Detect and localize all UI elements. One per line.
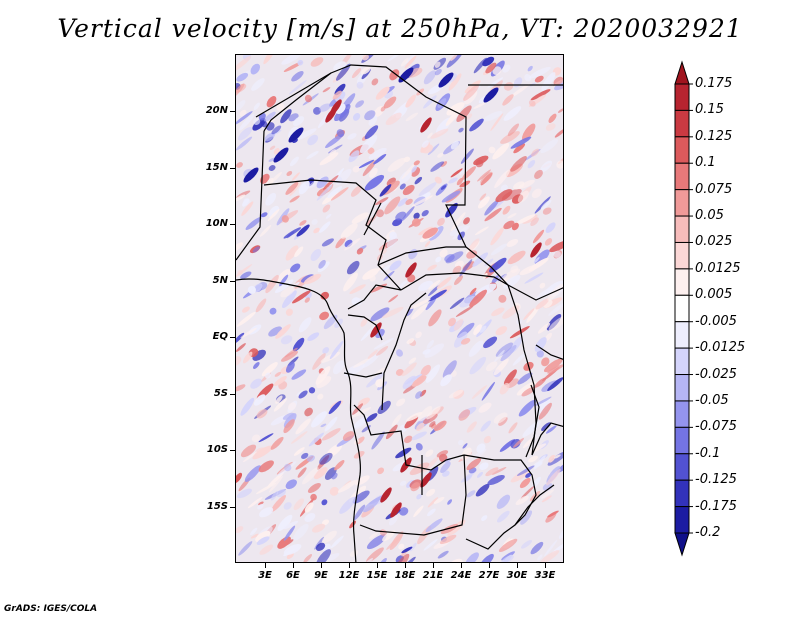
lon-tick [461, 563, 462, 568]
lon-label: 33E [534, 570, 556, 581]
lon-label: 18E [394, 570, 416, 581]
colorbar-swatch [674, 400, 690, 428]
colorbar-level-label: 0.175 [695, 76, 733, 91]
lon-tick [517, 563, 518, 568]
lon-label: 9E [314, 570, 328, 581]
lon-tick [265, 563, 266, 568]
colorbar-level-label: -0.0125 [695, 340, 746, 356]
lon-label: 6E [286, 570, 300, 581]
colorbar-level-label: -0.125 [695, 472, 737, 488]
lat-tick [230, 111, 235, 112]
lat-label: 10S [206, 444, 228, 455]
colorbar-level-label: -0.1 [695, 445, 721, 461]
colorbar-swatch [674, 189, 690, 217]
lon-tick [405, 563, 406, 568]
colorbar-level-label: -0.05 [695, 392, 729, 408]
colorbar-level-label: -0.175 [695, 498, 737, 514]
lat-tick [230, 281, 235, 282]
lon-label: 27E [478, 570, 500, 581]
colorbar-level-label: 0.1 [695, 155, 716, 171]
colorbar-swatch [674, 426, 690, 455]
colorbar-swatch [674, 241, 690, 270]
lat-label: 10N [205, 218, 228, 229]
lat-label: 5S [213, 388, 228, 399]
lon-tick [489, 563, 490, 568]
colorbar-level-label: -0.2 [695, 525, 721, 540]
lon-label: 24E [450, 570, 472, 581]
colorbar-swatch [674, 268, 690, 296]
lat-label: 15N [205, 162, 228, 173]
lon-label: 21E [422, 570, 444, 581]
lon-label: 30E [506, 570, 528, 581]
colorbar-top-arrow [674, 60, 690, 85]
colorbar-level-label: 0.05 [695, 208, 724, 224]
field-shading [236, 55, 563, 562]
colorbar-swatch [674, 506, 690, 534]
colorbar-level-label: 0.0125 [695, 260, 741, 276]
lon-label: 3E [258, 570, 272, 581]
colorbar-level-label: -0.075 [695, 419, 737, 435]
lat-tick [230, 507, 235, 508]
colorbar-swatch [674, 374, 690, 402]
lat-label: 20N [205, 105, 228, 116]
lat-label: 5N [212, 275, 228, 286]
colorbar-swatch [674, 453, 690, 481]
lon-tick [545, 563, 546, 568]
lat-label: EQ [212, 331, 228, 342]
colorbar-swatch [674, 109, 690, 138]
colorbar-bottom-arrow [674, 532, 690, 557]
lon-tick [349, 563, 350, 568]
colorbar-level-label: 0.025 [695, 234, 733, 250]
colorbar-level-label: 0.125 [695, 128, 733, 144]
lat-tick [230, 224, 235, 225]
lon-tick [321, 563, 322, 568]
map-panel [235, 54, 564, 563]
lon-label: 15E [366, 570, 388, 581]
colorbar-level-label: 0.075 [695, 181, 733, 197]
colorbar-swatch [674, 162, 690, 191]
country-borders [236, 64, 563, 562]
colorbar-level-label: 0.005 [695, 287, 733, 303]
vertical-velocity-field [236, 55, 563, 562]
colorbar-swatch [674, 215, 690, 243]
colorbar-swatch [674, 136, 690, 164]
grads-credit: GrADS: IGES/COLA [4, 604, 98, 614]
colorbar-swatch [674, 479, 690, 508]
lon-tick [293, 563, 294, 568]
lat-tick [230, 450, 235, 451]
lat-tick [230, 337, 235, 338]
lat-label: 15S [206, 501, 228, 512]
colorbar-swatch [674, 83, 690, 111]
colorbar-level-label: -0.005 [695, 313, 737, 329]
lon-tick [433, 563, 434, 568]
lat-tick [230, 168, 235, 169]
colorbar-level-label: 0.15 [695, 102, 724, 118]
colorbar-swatch [674, 321, 690, 349]
lon-label: 12E [338, 570, 360, 581]
map-title: Vertical velocity [m/s] at 250hPa, VT: 2… [57, 14, 743, 43]
lon-tick [377, 563, 378, 568]
colorbar-swatch [674, 294, 690, 323]
colorbar-swatch [674, 347, 690, 376]
lat-tick [230, 394, 235, 395]
colorbar-level-label: -0.025 [695, 366, 737, 382]
